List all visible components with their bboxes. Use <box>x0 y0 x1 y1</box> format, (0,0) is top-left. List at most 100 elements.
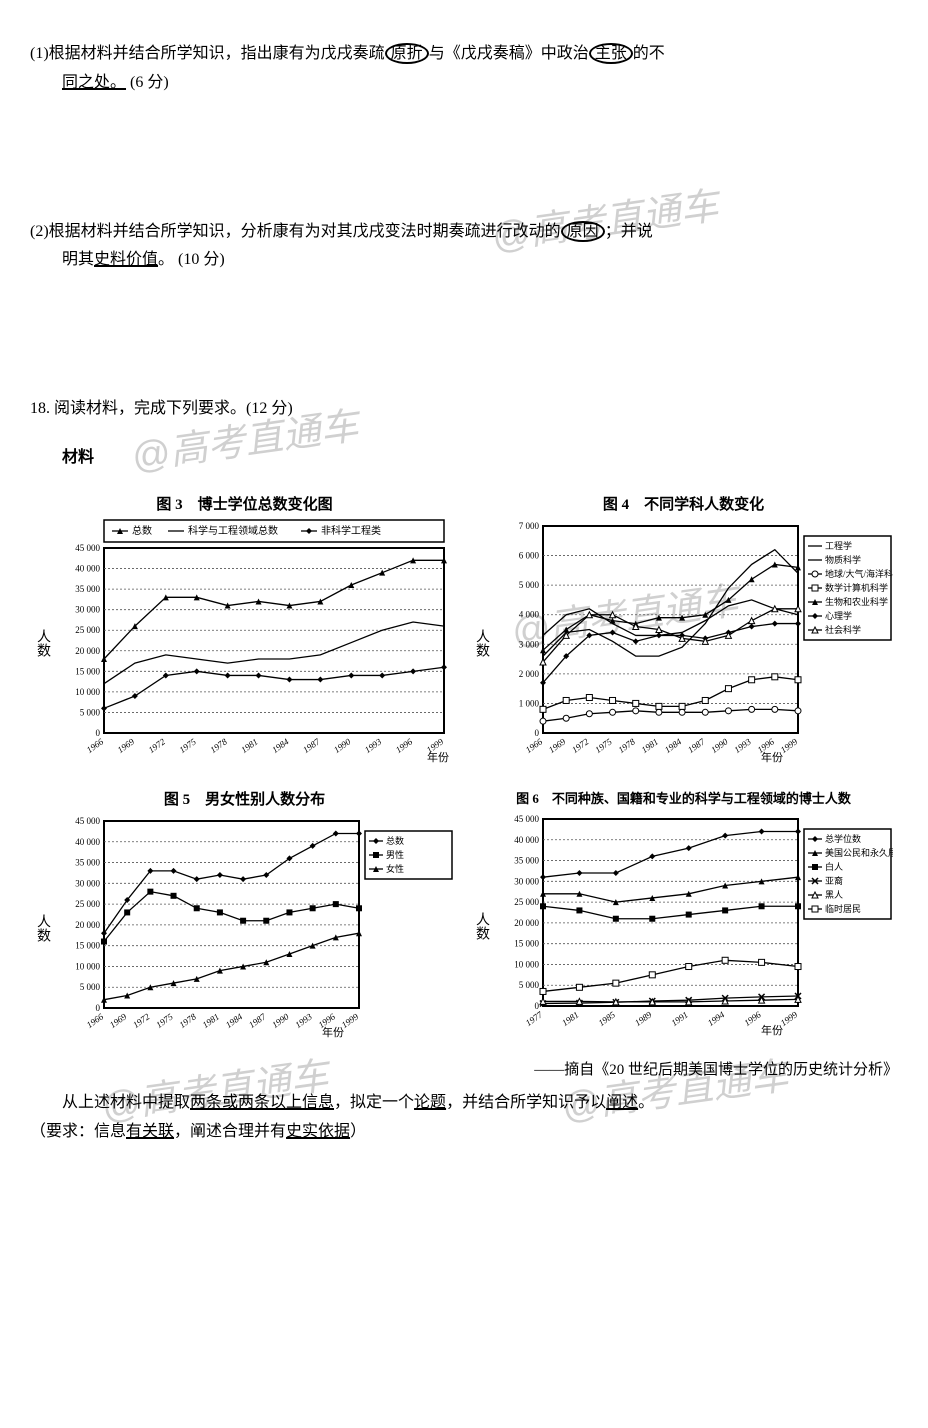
svg-text:1966: 1966 <box>85 1011 106 1030</box>
svg-text:1981: 1981 <box>560 1009 580 1028</box>
svg-text:1981: 1981 <box>640 736 660 755</box>
chart-4-wrapper: 图 4 不同学科人数变化 人数 01 0002 0003 0004 0005 0… <box>469 493 898 768</box>
task-u: 阐述 <box>606 1094 638 1111</box>
svg-text:1975: 1975 <box>177 736 198 755</box>
svg-text:1996: 1996 <box>394 736 415 755</box>
svg-text:3 000: 3 000 <box>519 639 540 649</box>
svg-text:20 000: 20 000 <box>75 920 100 930</box>
svg-text:15 000: 15 000 <box>75 940 100 950</box>
chart-3-ylabel: 人数 <box>30 629 54 657</box>
svg-text:1978: 1978 <box>208 736 229 755</box>
svg-text:20 000: 20 000 <box>514 918 539 928</box>
q1-points: (6 分) <box>130 74 169 91</box>
q1-text: 的不 <box>633 45 665 62</box>
chart-3-title: 图 3 博士学位总数变化图 <box>30 493 459 514</box>
task-text: 从上述材料中提取 <box>30 1094 190 1111</box>
svg-text:1993: 1993 <box>363 736 384 755</box>
chart-3: 05 00010 00015 00020 00025 00030 00035 0… <box>54 518 454 768</box>
svg-text:1978: 1978 <box>616 736 637 755</box>
svg-text:1987: 1987 <box>686 736 707 755</box>
svg-text:45 000: 45 000 <box>75 816 100 826</box>
svg-text:10 000: 10 000 <box>514 959 539 969</box>
task-text: ，拟定一个 <box>334 1094 414 1111</box>
req-text: ） <box>350 1123 366 1140</box>
svg-text:科学与工程领域总数: 科学与工程领域总数 <box>188 524 278 537</box>
svg-text:35 000: 35 000 <box>514 855 539 865</box>
chart-5: 05 00010 00015 00020 00025 00030 00035 0… <box>54 813 454 1043</box>
q1-circled-2: 主张 <box>589 43 633 64</box>
svg-text:1993: 1993 <box>293 1011 314 1030</box>
svg-text:1 000: 1 000 <box>519 698 540 708</box>
req-text: （要求：信息 <box>30 1123 126 1140</box>
svg-text:临时居民: 临时居民 <box>825 903 861 914</box>
svg-text:20 000: 20 000 <box>75 646 100 656</box>
svg-text:1972: 1972 <box>570 736 591 755</box>
svg-text:30 000: 30 000 <box>75 878 100 888</box>
svg-text:1984: 1984 <box>224 1011 245 1030</box>
req-u: 有关联 <box>126 1123 174 1140</box>
svg-text:1981: 1981 <box>201 1011 221 1030</box>
svg-text:5 000: 5 000 <box>519 580 540 590</box>
svg-text:15 000: 15 000 <box>75 666 100 676</box>
chart-4: 01 0002 0003 0004 0005 0006 0007 0001966… <box>493 518 893 768</box>
chart-5-ylabel: 人数 <box>30 914 54 942</box>
task-text: 。 <box>638 1094 654 1111</box>
task-u: 论题 <box>414 1094 446 1111</box>
chart-3-wrapper: 图 3 博士学位总数变化图 人数 05 00010 00015 00020 00… <box>30 493 459 768</box>
svg-text:女性: 女性 <box>386 863 404 874</box>
svg-text:生物和农业科学: 生物和农业科学 <box>825 596 888 607</box>
svg-text:总数: 总数 <box>386 835 404 846</box>
svg-text:1977: 1977 <box>524 1009 545 1028</box>
q1-circled-1: 原折 <box>385 43 429 64</box>
svg-text:1975: 1975 <box>593 736 614 755</box>
svg-text:年份: 年份 <box>761 750 783 764</box>
svg-text:1966: 1966 <box>524 736 545 755</box>
svg-text:40 000: 40 000 <box>75 563 100 573</box>
svg-text:40 000: 40 000 <box>75 837 100 847</box>
svg-text:1972: 1972 <box>131 1011 152 1030</box>
svg-text:总学位数: 总学位数 <box>825 833 861 844</box>
svg-text:7 000: 7 000 <box>519 521 540 531</box>
svg-text:1994: 1994 <box>706 1009 727 1028</box>
svg-text:1981: 1981 <box>239 736 259 755</box>
svg-text:1987: 1987 <box>301 736 322 755</box>
q1-text: (1)根据材料并结合所学知识，指出康有为戊戌奏疏 <box>30 45 385 62</box>
svg-text:1991: 1991 <box>669 1009 689 1028</box>
req-u: 史实依据 <box>286 1123 350 1140</box>
question-2: (2)根据材料并结合所学知识，分析康有为对其戊戌变法时期奏疏进行改动的原因；并说… <box>30 218 898 276</box>
chart-5-wrapper: 图 5 男女性别人数分布 人数 05 00010 00015 00020 000… <box>30 788 459 1043</box>
svg-text:非科学工程类: 非科学工程类 <box>321 524 381 537</box>
svg-text:黑人: 黑人 <box>825 890 843 900</box>
svg-text:45 000: 45 000 <box>514 814 539 824</box>
task-u: 两条或两条以上信息 <box>190 1094 334 1111</box>
svg-text:1987: 1987 <box>247 1011 268 1030</box>
q2-text: 明其 <box>30 251 94 268</box>
svg-text:工程学: 工程学 <box>825 540 852 551</box>
chart-5-title: 图 5 男女性别人数分布 <box>30 788 459 809</box>
svg-text:1993: 1993 <box>732 736 753 755</box>
svg-text:亚裔: 亚裔 <box>825 875 843 886</box>
svg-text:25 000: 25 000 <box>75 899 100 909</box>
svg-text:25 000: 25 000 <box>75 625 100 635</box>
svg-text:5 000: 5 000 <box>80 982 101 992</box>
q2-points: (10 分) <box>178 251 225 268</box>
svg-text:5 000: 5 000 <box>80 707 101 717</box>
source-citation: ——摘自《20 世纪后期美国博士学位的历史统计分析》 <box>30 1058 898 1079</box>
chart-4-title: 图 4 不同学科人数变化 <box>469 493 898 514</box>
svg-text:10 000: 10 000 <box>75 961 100 971</box>
svg-text:白人: 白人 <box>825 861 843 872</box>
task-text: ，并结合所学知识予以 <box>446 1094 606 1111</box>
svg-text:总数: 总数 <box>132 524 152 537</box>
svg-text:45 000: 45 000 <box>75 543 100 553</box>
svg-text:1978: 1978 <box>177 1011 198 1030</box>
svg-text:5 000: 5 000 <box>519 980 540 990</box>
svg-text:年份: 年份 <box>322 1025 344 1039</box>
q2-text: 。 <box>158 251 174 268</box>
svg-text:25 000: 25 000 <box>514 897 539 907</box>
svg-text:男性: 男性 <box>386 849 404 860</box>
q2-text: ；并说 <box>605 223 653 240</box>
svg-text:30 000: 30 000 <box>514 876 539 886</box>
question-1: (1)根据材料并结合所学知识，指出康有为戊戌奏疏原折与《戊戌奏稿》中政治主张的不… <box>30 40 898 98</box>
svg-text:年份: 年份 <box>761 1023 783 1037</box>
svg-text:1996: 1996 <box>742 1009 763 1028</box>
